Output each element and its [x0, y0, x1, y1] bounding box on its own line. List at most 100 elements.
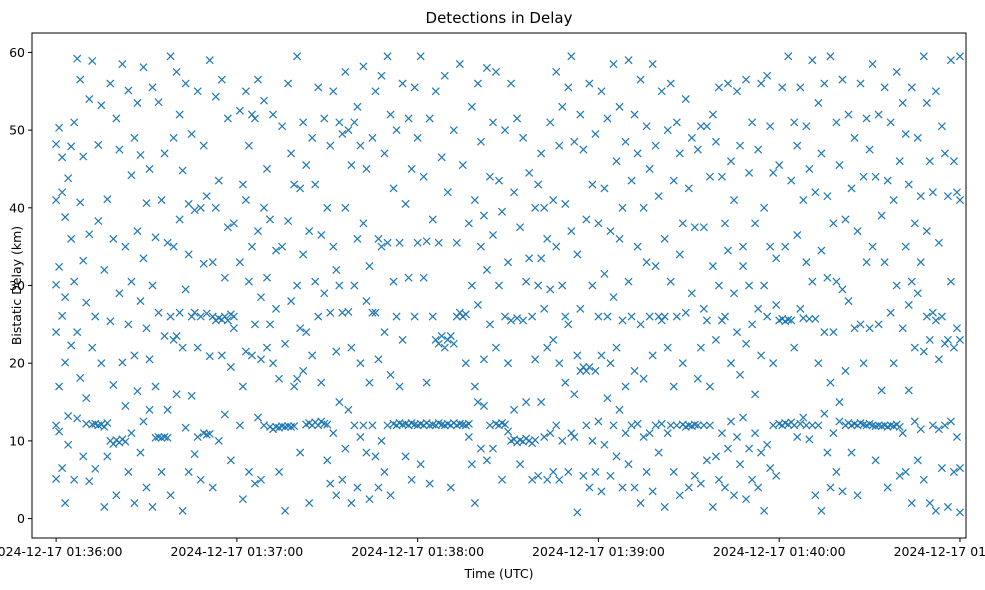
data-point [392, 312, 401, 321]
data-point [121, 401, 130, 410]
data-point [808, 56, 817, 65]
data-point [290, 382, 299, 391]
data-point [952, 324, 961, 333]
data-point [630, 366, 639, 375]
data-point [898, 429, 907, 438]
data-point [666, 277, 675, 286]
data-point [823, 192, 832, 201]
data-point [630, 483, 639, 492]
data-point [211, 203, 220, 212]
data-point [187, 129, 196, 139]
data-point [633, 149, 642, 158]
data-point [299, 250, 308, 259]
data-point [757, 79, 766, 88]
data-point [543, 475, 552, 484]
data-point [61, 499, 70, 508]
data-point [606, 227, 615, 236]
data-point [103, 452, 112, 461]
data-point [748, 118, 757, 127]
data-point [952, 188, 961, 197]
data-point [446, 483, 455, 492]
data-point [365, 378, 374, 387]
data-point [124, 467, 133, 476]
data-point [335, 281, 344, 290]
data-point [543, 343, 552, 352]
data-point [473, 300, 482, 309]
data-point [723, 79, 733, 88]
data-point [488, 118, 497, 127]
data-point [600, 184, 609, 193]
data-point [332, 265, 341, 274]
data-point [594, 312, 603, 321]
data-point [100, 422, 109, 431]
data-point [79, 152, 88, 161]
data-point [184, 199, 193, 208]
data-point [787, 316, 796, 325]
data-point [79, 256, 88, 265]
data-point [823, 273, 832, 282]
data-point [302, 328, 311, 337]
data-point [470, 382, 479, 391]
data-point [757, 448, 766, 457]
data-point [341, 67, 350, 76]
data-point [790, 343, 799, 352]
data-point [425, 421, 434, 430]
data-point [244, 141, 253, 150]
data-point [552, 242, 561, 251]
data-point [639, 203, 648, 212]
data-point [931, 316, 940, 325]
data-point [250, 320, 259, 329]
data-point [660, 312, 669, 321]
data-point [576, 110, 585, 119]
data-point [588, 180, 597, 189]
data-point [859, 172, 868, 181]
data-point [127, 171, 136, 180]
data-point [678, 359, 687, 368]
data-point [344, 126, 353, 135]
data-point [540, 432, 549, 442]
data-point [88, 56, 97, 65]
data-point [940, 339, 949, 348]
data-point [272, 246, 281, 255]
data-point [949, 157, 958, 166]
data-point [109, 439, 118, 449]
data-point [600, 269, 609, 278]
data-point [823, 448, 832, 457]
data-point [940, 421, 949, 430]
data-point [856, 320, 865, 329]
data-point [633, 419, 642, 428]
data-point [940, 149, 949, 158]
data-point [61, 358, 70, 367]
data-point [314, 421, 323, 430]
data-point [829, 219, 838, 228]
data-point [922, 98, 931, 107]
data-point [745, 281, 754, 290]
data-point [745, 168, 754, 177]
data-point [70, 475, 79, 484]
data-point [895, 157, 904, 166]
data-point [208, 258, 217, 267]
data-point [476, 242, 485, 251]
data-point [736, 370, 745, 379]
data-point [374, 483, 383, 492]
data-point [931, 506, 940, 515]
data-point [501, 126, 510, 135]
data-point [145, 405, 154, 414]
data-point [537, 398, 546, 407]
data-point [281, 422, 290, 431]
data-point [814, 359, 823, 368]
data-point [431, 335, 440, 344]
data-point [172, 390, 181, 399]
data-point [916, 258, 925, 267]
data-point [398, 335, 407, 344]
data-point [205, 429, 214, 438]
data-point [805, 314, 814, 323]
data-point [645, 429, 654, 438]
data-point [278, 242, 287, 251]
data-point [739, 242, 748, 251]
data-point [570, 390, 579, 399]
data-point [784, 52, 793, 61]
data-point [528, 475, 537, 484]
data-point [853, 491, 862, 500]
